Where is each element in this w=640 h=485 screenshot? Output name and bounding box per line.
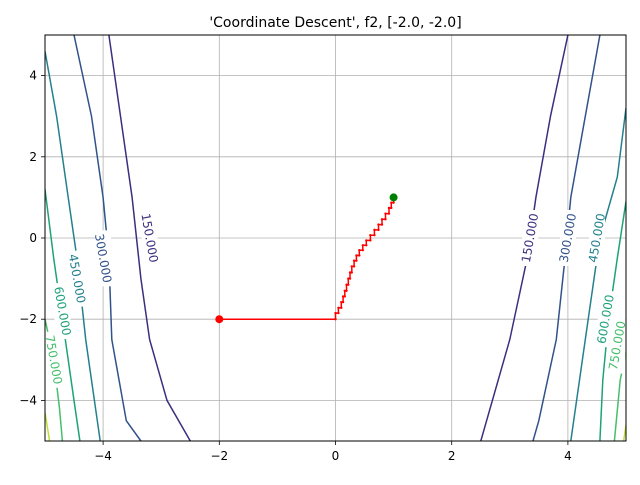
path-point — [387, 212, 391, 215]
contour-line-150000-left — [108, 35, 191, 441]
path-point — [358, 254, 361, 257]
y-tick-label: 2 — [29, 150, 37, 164]
path-point — [390, 201, 393, 204]
path-point — [369, 233, 372, 237]
path-point — [384, 212, 387, 215]
path-point — [345, 283, 348, 286]
y-tick-label: 4 — [29, 69, 37, 83]
path-point — [347, 283, 350, 286]
path-point — [352, 265, 356, 268]
path-point — [334, 311, 337, 315]
y-tick-label: −2 — [19, 312, 37, 326]
path-point — [361, 244, 365, 247]
start-point-marker — [215, 315, 224, 324]
contour-line-450000-right — [570, 108, 626, 441]
path-point — [355, 254, 358, 257]
path-point — [369, 239, 372, 242]
path-point — [340, 300, 343, 304]
contour-label-background — [95, 230, 112, 287]
end-point-marker — [389, 193, 398, 202]
path-point — [377, 228, 380, 232]
contour-label-background — [45, 331, 62, 388]
x-tick-label: −4 — [94, 449, 112, 463]
path-point — [355, 259, 358, 262]
contour-label-background — [522, 210, 539, 266]
y-tick-label: −4 — [19, 393, 37, 407]
x-tick-label: 0 — [332, 449, 340, 463]
path-markers — [215, 193, 398, 324]
grid — [45, 35, 626, 441]
path-point — [352, 259, 356, 262]
path-point — [373, 228, 376, 232]
path-point — [347, 277, 350, 280]
contour-label-background — [141, 210, 158, 266]
path-point — [345, 289, 348, 292]
path-point — [337, 311, 340, 315]
chart-title: 'Coordinate Descent', f2, [-2.0, -2.0] — [209, 15, 461, 31]
contour-label-background — [588, 210, 605, 266]
path-point — [343, 295, 346, 298]
path-point — [390, 206, 393, 210]
x-tick-label: 2 — [448, 449, 456, 463]
path-point — [384, 218, 387, 221]
path-point — [358, 248, 361, 252]
x-tick-label: 4 — [564, 449, 572, 463]
path-point — [365, 244, 368, 247]
path-point — [373, 233, 376, 237]
contour-label-background — [68, 250, 85, 307]
path-point — [340, 306, 343, 310]
path-point — [361, 248, 365, 252]
path-point — [365, 239, 368, 242]
contour-label-background — [54, 283, 71, 340]
x-tick-label: −2 — [210, 449, 228, 463]
path-point — [350, 265, 353, 268]
contour-label-background — [609, 317, 626, 374]
path-point — [341, 295, 345, 298]
path-point — [334, 318, 337, 321]
path-point — [392, 201, 395, 204]
path-point — [377, 223, 380, 226]
path-point — [350, 271, 353, 274]
y-tick-label: 0 — [29, 231, 37, 245]
path-point — [348, 277, 352, 280]
contour-label-background — [559, 210, 576, 266]
path-point — [380, 218, 384, 221]
optimization-path — [219, 196, 395, 321]
path-point — [348, 271, 352, 274]
path-point — [341, 300, 345, 304]
path-point — [387, 206, 391, 210]
descent-path-line — [219, 197, 395, 320]
axis-ticks: −4 −2 0 2 4 −4 −2 0 2 4 — [19, 69, 571, 463]
path-point — [380, 223, 384, 226]
path-point — [337, 306, 340, 310]
path-point — [343, 289, 346, 292]
contour-line--left — [45, 412, 51, 441]
